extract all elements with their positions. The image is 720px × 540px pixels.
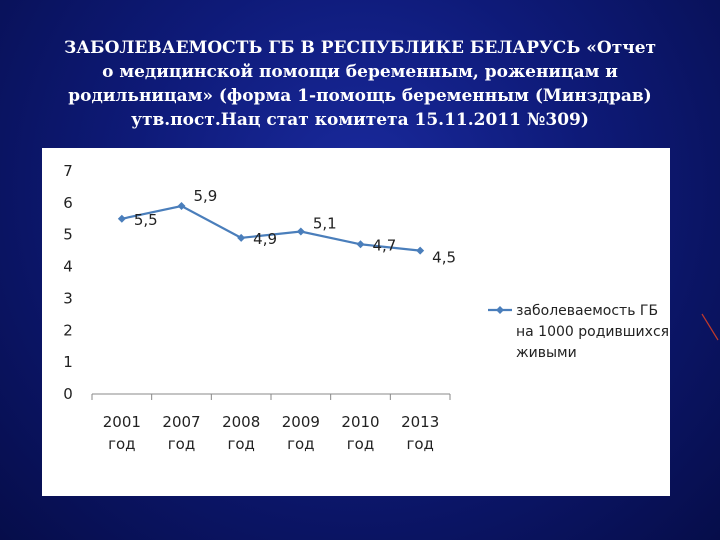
title-line-2: о медицинской помощи беременным, рожениц… bbox=[102, 62, 618, 82]
data-label: 4,9 bbox=[253, 230, 277, 248]
y-tick-label: 7 bbox=[63, 162, 73, 180]
data-point bbox=[296, 227, 305, 236]
legend-entry: заболеваемость ГБ на 1000 родившихся живым… bbox=[516, 303, 669, 361]
series-line bbox=[121, 204, 421, 252]
legend-marker bbox=[496, 306, 504, 314]
y-tick-label: 2 bbox=[63, 321, 73, 339]
y-tick-label: 6 bbox=[63, 194, 73, 212]
data-point bbox=[416, 246, 425, 255]
x-category-label: 2009 год bbox=[282, 413, 320, 453]
data-label: 4,5 bbox=[432, 249, 456, 267]
x-category-label: 2001 год bbox=[103, 413, 141, 453]
title-line-1: ЗАБОЛЕВАЕМОСТЬ ГБ В РЕСПУБЛИКЕ БЕЛАРУСЬ … bbox=[63, 38, 657, 58]
data-label: 5,9 bbox=[194, 187, 218, 205]
title-line-3: родильницам» (форма 1-помощь беременным … bbox=[68, 86, 652, 106]
line-chart: 0 1 2 3 4 5 6 7 2001 год 2007 год 2008 год 2009 год 2010… bbox=[63, 162, 669, 453]
data-label: 4,7 bbox=[373, 236, 397, 254]
chart-panel: 0 1 2 3 4 5 6 7 2001 год 2007 год 2008 год 2009 год 2010… bbox=[42, 148, 670, 496]
data-point bbox=[117, 214, 126, 223]
data-point bbox=[356, 240, 365, 249]
data-label: 5,5 bbox=[134, 211, 158, 229]
x-category-label: 2013 год bbox=[401, 413, 439, 453]
data-label: 5,1 bbox=[313, 215, 337, 233]
x-category-label: 2007 год bbox=[162, 413, 200, 453]
y-tick-label: 5 bbox=[63, 226, 73, 244]
decorative-line bbox=[701, 313, 719, 341]
y-tick-label: 1 bbox=[63, 353, 73, 371]
y-tick-label: 3 bbox=[63, 289, 73, 307]
x-category-label: 2010 год bbox=[341, 413, 379, 453]
slide-title: ЗАБОЛЕВАЕМОСТЬ ГБ В РЕСПУБЛИКЕ БЕЛАРУСЬ … bbox=[20, 36, 700, 132]
data-point bbox=[177, 202, 186, 211]
x-category-label: 2008 год bbox=[222, 413, 260, 453]
y-tick-label: 4 bbox=[63, 258, 73, 276]
title-line-4: утв.пост.Нац стат комитета 15.11.2011 №3… bbox=[131, 110, 589, 130]
data-point bbox=[237, 233, 246, 242]
y-tick-label: 0 bbox=[63, 385, 73, 403]
